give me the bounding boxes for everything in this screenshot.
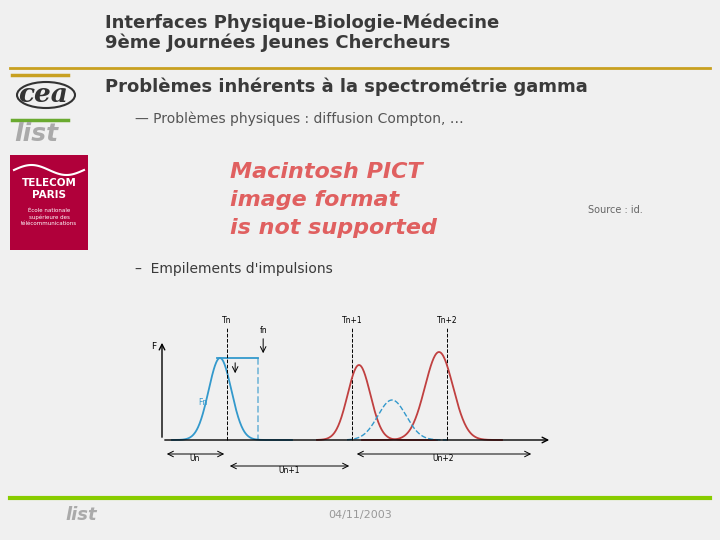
Text: F: F xyxy=(151,342,156,351)
Text: Fn: Fn xyxy=(198,398,207,407)
Text: Interfaces Physique-Biologie-Médecine: Interfaces Physique-Biologie-Médecine xyxy=(105,13,499,31)
Text: Un+2: Un+2 xyxy=(432,454,454,463)
Bar xyxy=(10,155,88,250)
Text: –  Empilements d'impulsions: – Empilements d'impulsions xyxy=(135,262,333,276)
Text: 9ème Journées Jeunes Chercheurs: 9ème Journées Jeunes Chercheurs xyxy=(105,34,451,52)
Text: — Problèmes physiques : diffusion Compton, …: — Problèmes physiques : diffusion Compto… xyxy=(135,112,464,126)
Text: list: list xyxy=(65,506,96,524)
Text: TELECOM
PARIS: TELECOM PARIS xyxy=(22,178,76,200)
Text: Un+1: Un+1 xyxy=(279,466,300,475)
Text: list: list xyxy=(14,122,58,146)
Text: École nationale
supérieure des
télécommunications: École nationale supérieure des télécommu… xyxy=(21,208,77,226)
Text: Tn+1: Tn+1 xyxy=(342,316,362,325)
Text: Un: Un xyxy=(189,454,199,463)
Text: Macintosh PICT
image format
is not supported: Macintosh PICT image format is not suppo… xyxy=(230,162,437,238)
Text: 04/11/2003: 04/11/2003 xyxy=(328,510,392,520)
Text: cea: cea xyxy=(18,82,68,107)
Text: Problèmes inhérents à la spectrométrie gamma: Problèmes inhérents à la spectrométrie g… xyxy=(105,78,588,97)
Text: Tn+2: Tn+2 xyxy=(437,316,457,325)
Text: Tn: Tn xyxy=(222,316,232,325)
Text: fn: fn xyxy=(259,326,267,335)
Text: Source : id.: Source : id. xyxy=(588,205,643,215)
